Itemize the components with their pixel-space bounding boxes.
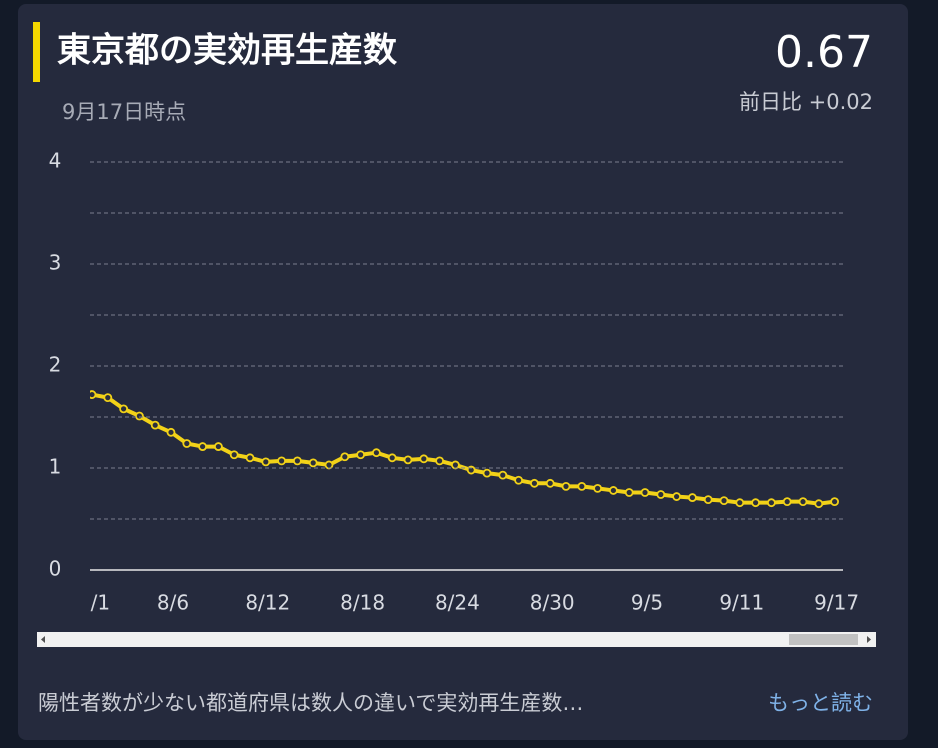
- point: [514, 475, 523, 485]
- point: [103, 393, 113, 403]
- current-value: 0.67: [775, 27, 873, 78]
- point: [371, 448, 381, 458]
- x-tick-label: 8/30: [530, 591, 575, 615]
- point: [782, 497, 792, 507]
- point: [90, 390, 97, 399]
- y-tick-label: 4: [49, 149, 62, 173]
- point: [735, 498, 745, 508]
- read-more[interactable]: もっと読む: [768, 691, 873, 715]
- subtitle: 9月17日時点: [62, 100, 186, 124]
- point: [292, 456, 302, 466]
- point: [830, 497, 839, 507]
- scroll-thumb[interactable]: [789, 634, 858, 645]
- point: [166, 427, 176, 437]
- x-tick-label: 8/1: [78, 591, 110, 615]
- point: [261, 457, 271, 467]
- point: [213, 442, 223, 451]
- point: [561, 481, 571, 491]
- point: [498, 470, 508, 480]
- point: [577, 481, 587, 491]
- point: [703, 495, 713, 505]
- point: [767, 498, 776, 508]
- footer-text: 陽性者数が少ない都道府県は数人の違いで実効再生産数…: [38, 691, 583, 715]
- x-tick-label: 8/18: [340, 591, 385, 615]
- point: [640, 488, 650, 497]
- point: [182, 439, 192, 448]
- point: [450, 460, 460, 470]
- y-tick-label: 0: [49, 557, 62, 581]
- point: [340, 452, 350, 462]
- accent-bar: [33, 22, 40, 82]
- point: [482, 468, 492, 478]
- x-tick-label: 9/17: [814, 591, 859, 615]
- point: [656, 490, 666, 499]
- y-tick-label: 3: [49, 251, 62, 275]
- point: [545, 478, 555, 488]
- point: [688, 493, 697, 502]
- point: [119, 404, 128, 414]
- point: [150, 420, 160, 430]
- point: [798, 497, 808, 507]
- point: [609, 486, 618, 495]
- point: [134, 411, 144, 421]
- y-tick-label: 2: [49, 353, 62, 377]
- x-tick-label: 8/12: [245, 591, 290, 615]
- card: [18, 4, 908, 740]
- point: [387, 453, 397, 463]
- scrollbar[interactable]: [37, 632, 876, 647]
- change: 前日比 +0.02: [739, 90, 873, 114]
- x-tick-label: 9/5: [631, 591, 663, 615]
- point: [198, 442, 208, 451]
- point: [324, 460, 334, 470]
- scroll-left[interactable]: [41, 636, 45, 643]
- point: [530, 478, 539, 488]
- point: [672, 492, 681, 501]
- x-tick-label: 8/6: [157, 591, 189, 615]
- x-tick-label: 8/24: [435, 591, 480, 615]
- title: 東京都の実効再生産数: [57, 31, 397, 71]
- point: [814, 499, 824, 509]
- point: [435, 456, 445, 466]
- plot: 8/1 8/6 8/12 8/18 8/24 8/30 9/5 9/11 9/17: [78, 390, 859, 615]
- scroll-right[interactable]: [867, 636, 871, 643]
- point: [277, 456, 287, 466]
- point: [403, 455, 413, 465]
- point: [245, 453, 255, 463]
- point: [751, 498, 760, 508]
- point: [229, 450, 239, 460]
- point: [308, 458, 318, 468]
- point: [719, 496, 729, 506]
- x-tick-label: 9/11: [719, 591, 764, 615]
- y-tick-label: 1: [49, 455, 62, 479]
- point: [624, 488, 634, 497]
- point: [419, 454, 429, 464]
- point: [356, 450, 366, 460]
- point: [593, 483, 602, 493]
